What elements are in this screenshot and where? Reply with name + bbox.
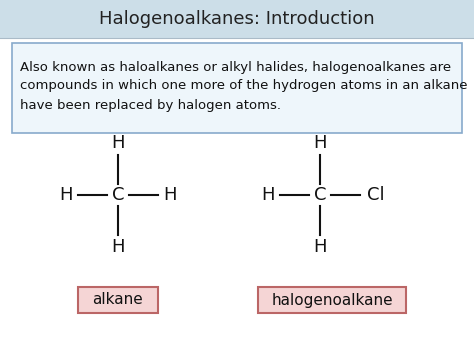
Text: Also known as haloalkanes or alkyl halides, halogenoalkanes are
compounds in whi: Also known as haloalkanes or alkyl halid… [20, 60, 467, 111]
Text: H: H [261, 186, 275, 204]
Text: H: H [313, 134, 327, 152]
Bar [0, 0, 474, 38]
Text: alkane: alkane [92, 293, 143, 307]
Bar [258, 287, 406, 313]
Bar [12, 43, 462, 133]
Text: C: C [112, 186, 124, 204]
Bar [78, 287, 158, 313]
Text: H: H [59, 186, 73, 204]
Text: H: H [111, 134, 125, 152]
Text: Cl: Cl [367, 186, 385, 204]
Bar [0, 38, 474, 355]
Text: Halogenoalkanes: Introduction: Halogenoalkanes: Introduction [99, 10, 375, 28]
Text: H: H [163, 186, 177, 204]
Text: H: H [313, 238, 327, 256]
Text: H: H [111, 238, 125, 256]
Text: C: C [314, 186, 326, 204]
Text: halogenoalkane: halogenoalkane [271, 293, 393, 307]
